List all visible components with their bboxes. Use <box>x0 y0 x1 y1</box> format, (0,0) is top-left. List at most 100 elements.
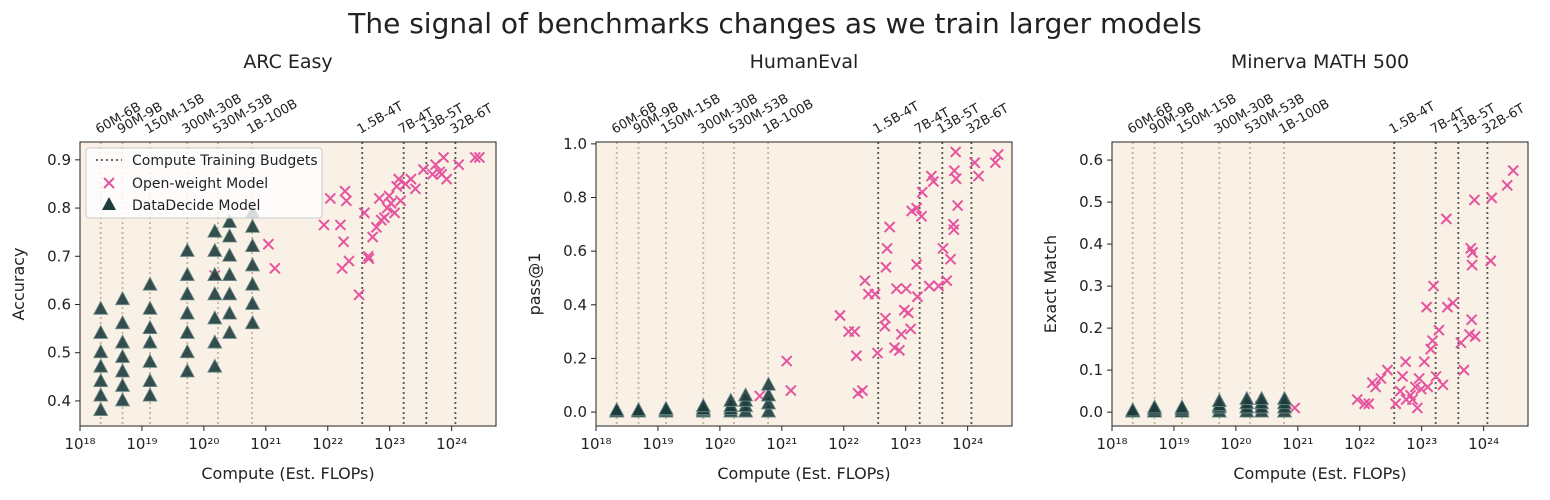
y-tick-label: 0.8 <box>47 199 71 217</box>
open-weight-point <box>394 195 407 207</box>
datadecide-point <box>179 343 195 359</box>
datadecide-point <box>221 213 238 228</box>
x-tick-label: 10²⁴ <box>1468 435 1499 453</box>
datadecide-point <box>221 266 238 281</box>
y-tick-label: 1.0 <box>563 135 587 153</box>
open-weight-point <box>880 261 892 273</box>
open-weight-point <box>941 274 953 287</box>
budget-label: 1.5B-4T <box>355 99 406 137</box>
open-weight-point <box>353 289 365 301</box>
datadecide-point <box>114 392 131 407</box>
open-weight-point <box>932 280 945 292</box>
datadecide-point <box>207 334 223 349</box>
open-weight-point <box>950 173 962 185</box>
open-weight-point <box>895 328 908 340</box>
open-weight-point <box>1396 370 1409 383</box>
datadecide-point <box>179 363 195 378</box>
open-weight-point <box>911 291 924 303</box>
y-tick-label: 0.4 <box>1079 235 1103 253</box>
open-weight-point <box>915 210 928 222</box>
x-tick-label: 10²² <box>312 435 343 453</box>
datadecide-point <box>142 276 158 291</box>
open-weight-point <box>362 250 374 262</box>
datadecide-point <box>179 242 195 257</box>
budget-label: 1.5B-4T <box>871 99 922 137</box>
plot-frame <box>79 141 497 427</box>
plot-frame <box>595 141 1013 427</box>
open-weight-point <box>944 253 957 265</box>
legend-label: Open-weight Model <box>132 176 268 192</box>
open-weight-point <box>1406 393 1419 406</box>
x-tick-label: 10¹⁸ <box>580 435 611 453</box>
x-tick-label: 10²¹ <box>1282 435 1313 453</box>
open-weight-point <box>334 219 347 231</box>
datadecide-point <box>207 358 223 373</box>
open-weight-point <box>1425 343 1437 355</box>
y-tick-label: 0.1 <box>1079 361 1103 379</box>
open-weight-point <box>992 148 1004 161</box>
open-weight-point <box>1486 192 1498 204</box>
open-weight-point <box>968 156 981 169</box>
open-weight-point <box>1411 402 1424 414</box>
datadecide-point <box>93 300 109 315</box>
open-weight-point <box>1447 297 1459 309</box>
open-weight-point <box>879 320 891 332</box>
open-weight-point <box>900 282 912 295</box>
open-weight-point <box>859 274 871 287</box>
open-weight-point <box>1427 280 1440 292</box>
plot-area <box>1112 142 1528 426</box>
datadecide-point <box>1253 390 1270 405</box>
x-tick-label: 10²³ <box>1406 435 1437 453</box>
datadecide-point <box>179 324 195 339</box>
datadecide-point <box>1239 390 1255 405</box>
open-weight-point <box>1507 164 1519 177</box>
y-tick-label: 0.2 <box>563 349 587 367</box>
panel: Minerva MATH 500 Compute (Est. FLOPs) Exac… <box>1041 51 1529 483</box>
open-weight-point <box>871 347 884 359</box>
open-weight-point <box>848 325 861 338</box>
x-tick-label: 10²⁴ <box>436 435 467 453</box>
open-weight-point <box>324 192 337 205</box>
x-tick-label: 10¹⁸ <box>64 435 95 453</box>
open-weight-point <box>785 384 797 397</box>
open-weight-point <box>388 207 401 219</box>
open-weight-point <box>949 146 962 158</box>
datadecide-point <box>221 247 238 262</box>
open-weight-point <box>1420 301 1433 313</box>
open-weight-point <box>1469 330 1481 343</box>
open-weight-point <box>1466 246 1479 259</box>
open-weight-point <box>473 151 486 164</box>
open-weight-point <box>856 384 869 397</box>
open-weight-point <box>378 211 391 224</box>
datadecide-point <box>114 334 131 349</box>
open-weight-point <box>1501 179 1513 191</box>
datadecide-point <box>207 242 223 257</box>
datadecide-point <box>630 401 647 417</box>
open-weight-point <box>417 163 430 176</box>
open-weight-point <box>1430 370 1442 383</box>
legend-label: DataDecide Model <box>132 198 260 214</box>
open-weight-point <box>437 151 450 164</box>
datadecide-point <box>1211 392 1227 408</box>
datadecide-point <box>114 290 131 306</box>
y-tick-label: 0.6 <box>563 242 587 260</box>
datadecide-point <box>207 223 223 238</box>
datadecide-point <box>737 387 754 402</box>
datadecide-point <box>244 314 261 330</box>
open-weight-point <box>1458 364 1470 376</box>
datadecide-point <box>695 397 711 413</box>
datadecide-point <box>207 310 223 325</box>
open-weight-point <box>1426 335 1439 347</box>
open-weight-point <box>937 242 949 255</box>
x-tick-label: 10¹⁹ <box>642 435 673 453</box>
open-weight-point <box>883 221 896 233</box>
datadecide-point <box>760 395 777 410</box>
datadecide-point <box>760 376 777 391</box>
open-weight-point <box>358 207 371 219</box>
x-tick-label: 10²¹ <box>250 435 281 453</box>
open-weight-point <box>1363 398 1375 410</box>
open-weight-point <box>339 185 351 197</box>
